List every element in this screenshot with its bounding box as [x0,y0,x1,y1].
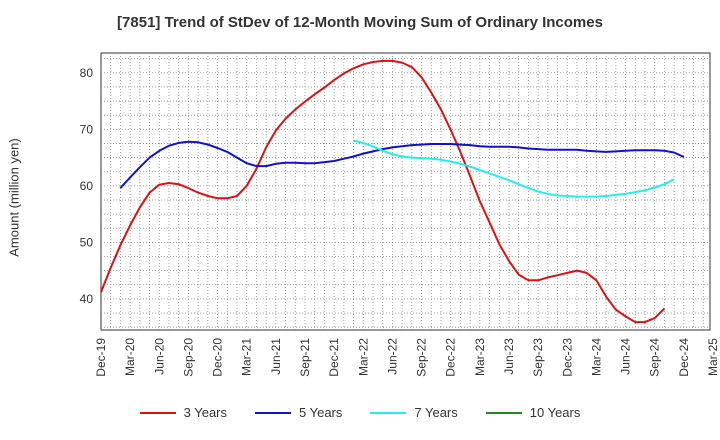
y-tick-label: 40 [80,292,94,306]
x-tick-layer: Dec-19 Mar-20 Jun-20 Sep-20 Dec-20 Mar-21 Jun-… [94,338,720,377]
legend-item-5-years: 5 Years [255,405,342,420]
x-tick-label: Mar-24 [589,338,603,376]
x-tick-label: Sep-22 [415,338,429,377]
x-tick-label: Dec-24 [677,338,691,377]
legend: 3 Years 5 Years 7 Years 10 Years [0,405,720,420]
legend-label: 7 Years [414,405,458,420]
x-tick-label: Dec-19 [94,338,108,377]
y-tick-label: 60 [80,179,94,193]
x-tick-label: Sep-24 [648,338,662,377]
legend-swatch [370,411,407,414]
plot-background [100,52,711,331]
x-tick-label: Sep-23 [531,338,545,377]
chart-title: [7851] Trend of StDev of 12-Month Moving… [117,14,603,31]
x-tick-label: Mar-20 [123,338,137,376]
legend-item-3-years: 3 Years [139,405,227,420]
legend-label: 3 Years [183,405,227,420]
series-line-7-years [353,139,675,198]
y-tick-layer: 40 50 60 70 80 [80,66,94,306]
legend-label: 10 Years [529,405,581,420]
x-tick-label: Jun-24 [619,338,633,375]
x-tick-label: Mar-21 [240,338,254,376]
x-tick-label: Dec-23 [560,338,574,377]
x-tick-label: Jun-22 [385,338,399,375]
series-layer [100,59,685,324]
x-tick-label: Mar-25 [706,338,720,376]
y-tick-label: 50 [80,235,94,249]
x-tick-label: Mar-23 [473,338,487,376]
legend-label: 5 Years [299,405,343,420]
x-tick-label: Dec-21 [327,338,341,377]
x-tick-label: Sep-21 [298,338,312,377]
x-tick-label: Dec-22 [444,338,458,377]
x-tick-label: Sep-20 [181,338,195,377]
legend-swatch [485,411,522,414]
legend-swatch [255,411,291,414]
x-tick-label: Jun-20 [152,338,166,375]
series-line-3-years [100,59,666,324]
y-tick-label: 70 [80,122,94,136]
legend-swatch [139,411,176,414]
x-tick-label: Mar-22 [356,338,370,376]
legend-item-10-years: 10 Years [485,405,581,420]
series-line-5-years [119,140,685,189]
x-tick-label: Jun-21 [269,338,283,375]
grid-layer [101,53,710,330]
x-tick-label: Dec-20 [211,338,225,377]
y-tick-label: 80 [80,66,94,80]
legend-item-7-years: 7 Years [370,405,458,420]
x-tick-label: Jun-23 [502,338,516,375]
